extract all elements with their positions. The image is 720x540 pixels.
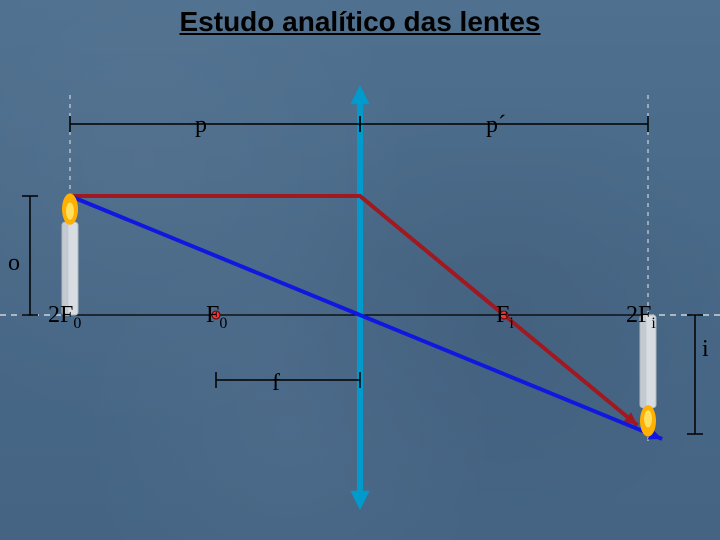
bracket-i (687, 315, 703, 434)
label-2fi: 2Fi (626, 302, 656, 333)
label-f0: F0 (206, 302, 227, 333)
lens-diagram (0, 0, 720, 540)
bracket-f (216, 372, 360, 388)
label-o: o (8, 250, 20, 277)
label-2f0: 2F0 (48, 302, 81, 333)
image-candle (640, 315, 656, 437)
ray-through-center (70, 196, 662, 439)
bracket-o (22, 196, 38, 315)
lens-arrow-top (350, 85, 369, 104)
label-f: f (272, 370, 280, 397)
label-p: p (195, 112, 207, 139)
lens-arrow-bottom (350, 491, 369, 510)
bracket-p (70, 116, 360, 132)
label-pprime: p´ (486, 112, 506, 139)
label-fi: Fi (496, 302, 514, 333)
object-candle (62, 193, 78, 315)
label-i: i (702, 336, 709, 363)
